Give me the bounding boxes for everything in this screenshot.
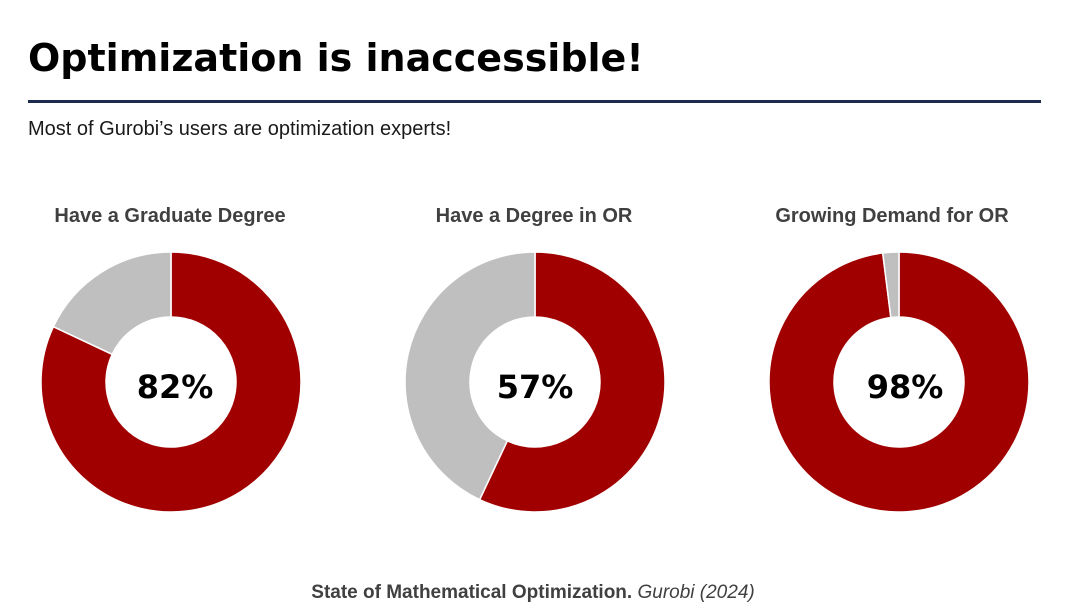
donut-chart-graduate-degree: Have a Graduate Degree 82% <box>0 205 340 515</box>
donut-slice-primary <box>40 251 302 513</box>
slide-subtitle: Most of Gurobi’s users are optimization … <box>28 118 452 140</box>
donut-svg: 82% <box>40 251 302 513</box>
slide-title: Optimization is inaccessible! <box>28 36 644 80</box>
source-citation: State of Mathematical Optimization. Guro… <box>0 582 1066 604</box>
donut-chart-degree-in-or: Have a Degree in OR 57% <box>364 205 704 515</box>
donut-slice-remainder <box>52 251 172 356</box>
center-percent-label: 82% <box>137 368 214 406</box>
slices <box>404 251 666 513</box>
chart-title: Have a Degree in OR <box>435 205 633 227</box>
slices <box>768 251 1030 513</box>
donut-chart-growing-demand: Growing Demand for OR 98% <box>722 205 1062 515</box>
slices <box>40 251 302 513</box>
donut-svg: 98% <box>768 251 1030 513</box>
chart-title: Have a Graduate Degree <box>54 205 286 227</box>
chart-title: Growing Demand for OR <box>775 205 1009 227</box>
source-title: State of Mathematical Optimization. <box>311 582 633 603</box>
donut-svg: 57% <box>404 251 666 513</box>
title-divider <box>28 100 1041 103</box>
source-author: Gurobi (2024) <box>637 582 755 603</box>
center-percent-label: 98% <box>867 368 944 406</box>
donut-slice-primary <box>478 251 666 513</box>
donut-slice-remainder <box>881 251 900 319</box>
center-percent-label: 57% <box>497 368 574 406</box>
donut-slice-primary <box>768 251 1030 513</box>
donut-slice-remainder <box>404 251 536 501</box>
